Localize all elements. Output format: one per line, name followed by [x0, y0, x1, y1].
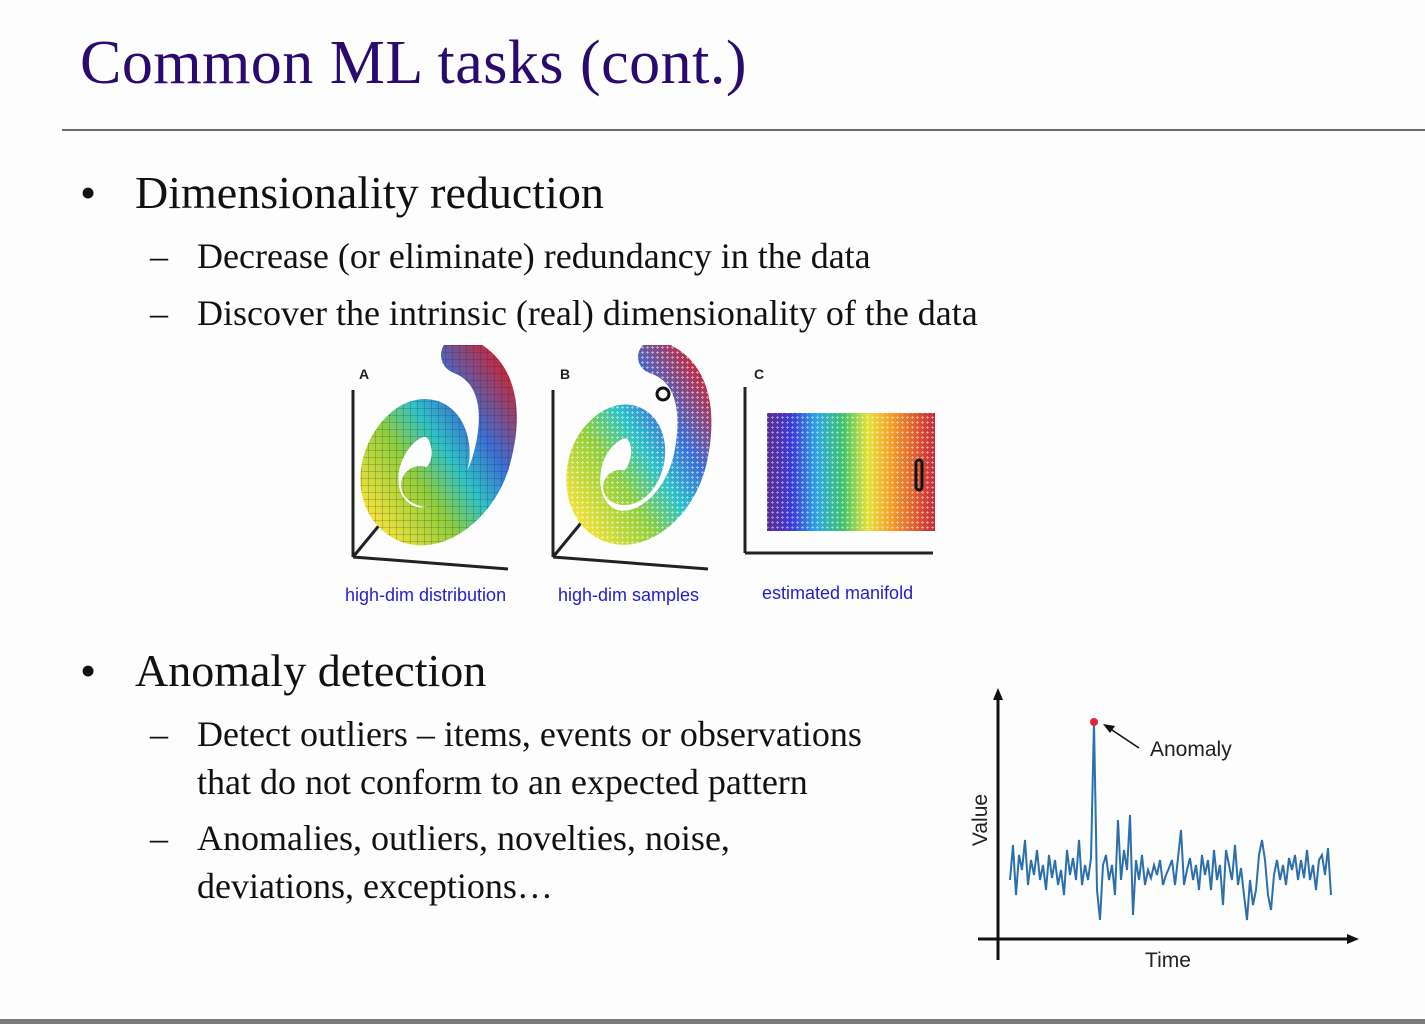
- y-axis-label: Value: [969, 794, 992, 846]
- panel-letter-a: A: [359, 366, 370, 382]
- estimated-manifold-figure: [743, 387, 935, 555]
- subitem-line: Detect outliers – items, events or obser…: [197, 714, 862, 754]
- caption-high-dim-distribution: high-dim distribution: [345, 585, 507, 605]
- subitem-line-continued: deviations, exceptions…: [197, 866, 553, 906]
- swiss-roll-samples-figure: [551, 345, 712, 571]
- subitem-dash: –: [150, 236, 168, 276]
- bullet-dot: •: [80, 645, 97, 696]
- subitem-dash: –: [150, 818, 168, 858]
- bullet-dot: •: [80, 167, 97, 218]
- x-axis-arrowhead: [1347, 934, 1359, 944]
- slide-title: Common ML tasks (cont.): [80, 29, 748, 97]
- title-divider: [62, 129, 1425, 131]
- panel-letter-b: B: [560, 366, 571, 382]
- anomaly-annotation-label: Anomaly: [1150, 738, 1232, 761]
- time-series-line: [1009, 721, 1332, 921]
- anomaly-time-series-figure: Value Time: [969, 688, 1359, 972]
- subitem-line-continued: that do not conform to an expected patte…: [197, 762, 808, 802]
- caption-high-dim-samples: high-dim samples: [558, 585, 700, 605]
- caption-estimated-manifold: estimated manifold: [762, 583, 914, 603]
- panel-letter-c: C: [754, 366, 765, 382]
- y-axis-arrowhead: [993, 688, 1003, 700]
- bullet-heading: Anomaly detection: [135, 645, 487, 696]
- subitem-line: Decrease (or eliminate) redundancy in th…: [197, 236, 871, 276]
- subitem-line: Discover the intrinsic (real) dimensiona…: [197, 293, 978, 333]
- subitem-dash: –: [150, 714, 168, 754]
- subitem-dash: –: [150, 293, 168, 333]
- bullet-heading: Dimensionality reduction: [135, 167, 604, 218]
- x-axis-label: Time: [1145, 949, 1191, 972]
- subitem-line: Anomalies, outliers, novelties, noise,: [197, 818, 730, 858]
- anomaly-arrowhead: [1103, 724, 1115, 733]
- swiss-roll-surface-figure: [351, 345, 517, 571]
- anomaly-marker: [1090, 718, 1098, 726]
- bottom-bar: [0, 1019, 1425, 1024]
